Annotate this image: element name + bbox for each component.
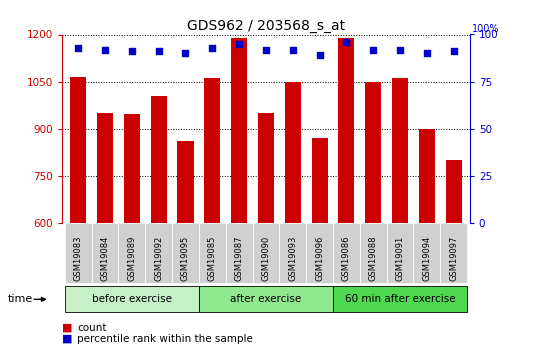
Text: GSM19088: GSM19088: [369, 236, 378, 281]
Point: [127, 49, 136, 54]
Point: [100, 47, 109, 52]
Text: GSM19093: GSM19093: [288, 236, 298, 281]
Text: GSM19089: GSM19089: [127, 236, 136, 281]
Text: GSM19097: GSM19097: [449, 236, 458, 281]
Bar: [419, 128, 435, 223]
Title: GDS962 / 203568_s_at: GDS962 / 203568_s_at: [187, 19, 345, 33]
Text: GSM19095: GSM19095: [181, 236, 190, 281]
Text: GSM19085: GSM19085: [208, 236, 217, 281]
Text: count: count: [77, 323, 107, 333]
Bar: [231, 38, 247, 223]
Text: after exercise: after exercise: [231, 294, 301, 304]
Text: before exercise: before exercise: [92, 294, 172, 304]
Text: 100%: 100%: [472, 24, 500, 34]
Bar: [339, 38, 354, 223]
Bar: [151, 96, 167, 223]
Bar: [70, 77, 86, 223]
Text: GSM19090: GSM19090: [261, 236, 271, 281]
Bar: [446, 160, 462, 223]
Text: ■: ■: [62, 323, 72, 333]
Bar: [258, 113, 274, 223]
Text: GSM19084: GSM19084: [100, 236, 110, 281]
Text: GSM19094: GSM19094: [422, 236, 431, 281]
Text: GSM19086: GSM19086: [342, 236, 351, 281]
Point: [235, 41, 244, 47]
Bar: [178, 141, 193, 223]
Point: [315, 52, 324, 58]
Text: ■: ■: [62, 334, 72, 344]
Text: GSM19087: GSM19087: [234, 236, 244, 281]
Bar: [365, 81, 381, 223]
Text: time: time: [8, 294, 33, 304]
Point: [208, 45, 217, 50]
Point: [181, 50, 190, 56]
Bar: [204, 78, 220, 223]
Bar: [312, 138, 328, 223]
Point: [74, 45, 83, 50]
Point: [423, 50, 431, 56]
Point: [342, 39, 351, 45]
Bar: [285, 81, 301, 223]
Text: GSM19091: GSM19091: [396, 236, 404, 281]
Text: GSM19083: GSM19083: [73, 236, 83, 281]
Text: percentile rank within the sample: percentile rank within the sample: [77, 334, 253, 344]
Text: 60 min after exercise: 60 min after exercise: [345, 294, 455, 304]
Text: GSM19092: GSM19092: [154, 236, 163, 281]
Point: [261, 47, 270, 52]
Bar: [124, 115, 140, 223]
Point: [449, 49, 458, 54]
Point: [396, 47, 404, 52]
Point: [288, 47, 297, 52]
Text: GSM19096: GSM19096: [315, 236, 324, 281]
Point: [154, 49, 163, 54]
Bar: [97, 113, 113, 223]
Bar: [392, 78, 408, 223]
Point: [369, 47, 377, 52]
